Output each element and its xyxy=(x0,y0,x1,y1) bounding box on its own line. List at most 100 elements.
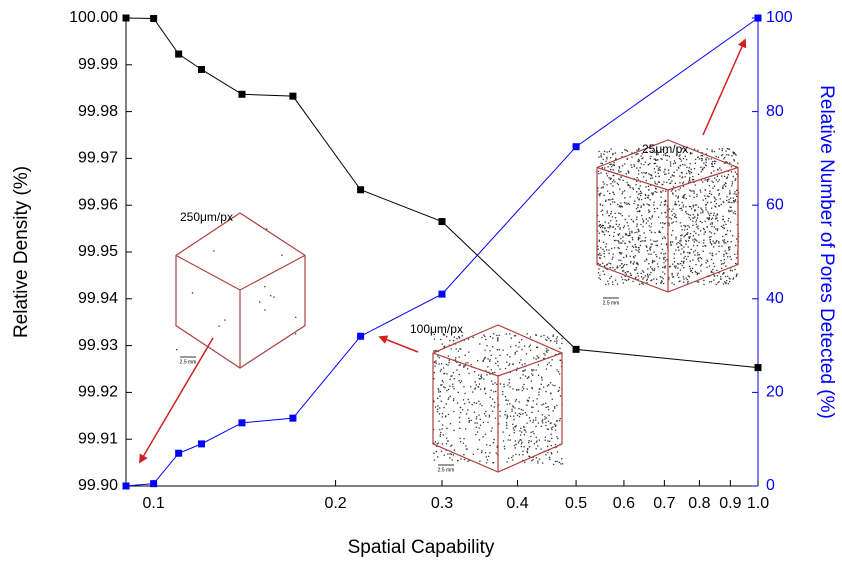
pore xyxy=(713,263,714,264)
pore xyxy=(545,407,546,408)
pore xyxy=(437,411,438,412)
pore xyxy=(531,460,532,461)
pore xyxy=(259,301,260,302)
pore xyxy=(473,454,474,455)
pore xyxy=(631,167,632,168)
pore xyxy=(460,412,461,413)
pore xyxy=(521,431,522,432)
pore xyxy=(441,363,442,364)
pore xyxy=(497,361,498,362)
pore xyxy=(548,362,549,363)
pore xyxy=(521,442,522,443)
pore xyxy=(615,217,616,218)
pore xyxy=(520,359,521,360)
pore xyxy=(716,240,717,241)
pore xyxy=(458,351,459,352)
pore xyxy=(718,194,719,195)
pore xyxy=(537,355,538,356)
pore xyxy=(647,274,648,275)
pore xyxy=(490,397,491,398)
pore xyxy=(479,460,480,461)
pore xyxy=(603,242,604,243)
pore xyxy=(606,151,607,152)
pore xyxy=(545,391,546,392)
pore xyxy=(734,191,735,192)
pore xyxy=(598,171,599,172)
pore xyxy=(631,231,632,232)
pore xyxy=(611,276,612,277)
pore xyxy=(535,358,536,359)
pore xyxy=(624,190,625,191)
pore xyxy=(612,154,613,155)
pore xyxy=(625,202,626,203)
pore xyxy=(540,336,541,337)
pore xyxy=(548,409,549,410)
pore xyxy=(601,226,602,227)
pore xyxy=(484,413,485,414)
pore xyxy=(711,194,712,195)
pore xyxy=(696,196,697,197)
pore xyxy=(511,457,512,458)
pore xyxy=(650,174,651,175)
pore xyxy=(677,274,678,275)
pore xyxy=(500,415,501,416)
pore xyxy=(718,281,719,282)
pore xyxy=(560,359,561,360)
pore xyxy=(515,447,516,448)
pore xyxy=(712,188,713,189)
pore xyxy=(496,384,497,385)
pore xyxy=(440,371,441,372)
pore xyxy=(465,428,466,429)
y2-tick-label: 0 xyxy=(766,477,775,494)
pore xyxy=(613,162,614,163)
pore xyxy=(696,204,697,205)
pore xyxy=(666,160,667,161)
pore xyxy=(492,384,493,385)
pore xyxy=(456,338,457,339)
pore xyxy=(665,212,666,213)
pore xyxy=(442,424,443,425)
pore xyxy=(655,241,656,242)
pore xyxy=(448,362,449,363)
pore xyxy=(705,209,706,210)
pore xyxy=(725,242,726,243)
pore xyxy=(698,281,699,282)
pore xyxy=(480,403,481,404)
pore xyxy=(534,443,535,444)
pore xyxy=(638,239,639,240)
pore xyxy=(730,256,731,257)
pore xyxy=(504,414,505,415)
pore xyxy=(630,187,631,188)
pore xyxy=(451,454,452,455)
pore xyxy=(477,422,478,423)
pore xyxy=(732,181,733,182)
pore xyxy=(673,222,674,223)
pore xyxy=(533,433,534,434)
pore xyxy=(734,211,735,212)
pore xyxy=(693,179,694,180)
pore xyxy=(638,247,639,248)
arrow xyxy=(703,40,745,135)
pore xyxy=(439,413,440,414)
pore xyxy=(722,150,723,151)
pore xyxy=(676,169,677,170)
pore xyxy=(469,420,470,421)
pore xyxy=(643,204,644,205)
pore xyxy=(612,254,613,255)
pore xyxy=(709,237,710,238)
pore xyxy=(672,175,673,176)
pore xyxy=(477,360,478,361)
pore xyxy=(713,182,714,183)
pore xyxy=(544,354,545,355)
pore xyxy=(664,257,665,258)
data-point xyxy=(357,333,364,340)
pore xyxy=(550,382,551,383)
pore xyxy=(679,208,680,209)
pore xyxy=(686,173,687,174)
pore xyxy=(644,260,645,261)
pore xyxy=(665,238,666,239)
pore xyxy=(612,216,613,217)
pore xyxy=(467,461,468,462)
pore xyxy=(676,243,677,244)
pore xyxy=(457,402,458,403)
